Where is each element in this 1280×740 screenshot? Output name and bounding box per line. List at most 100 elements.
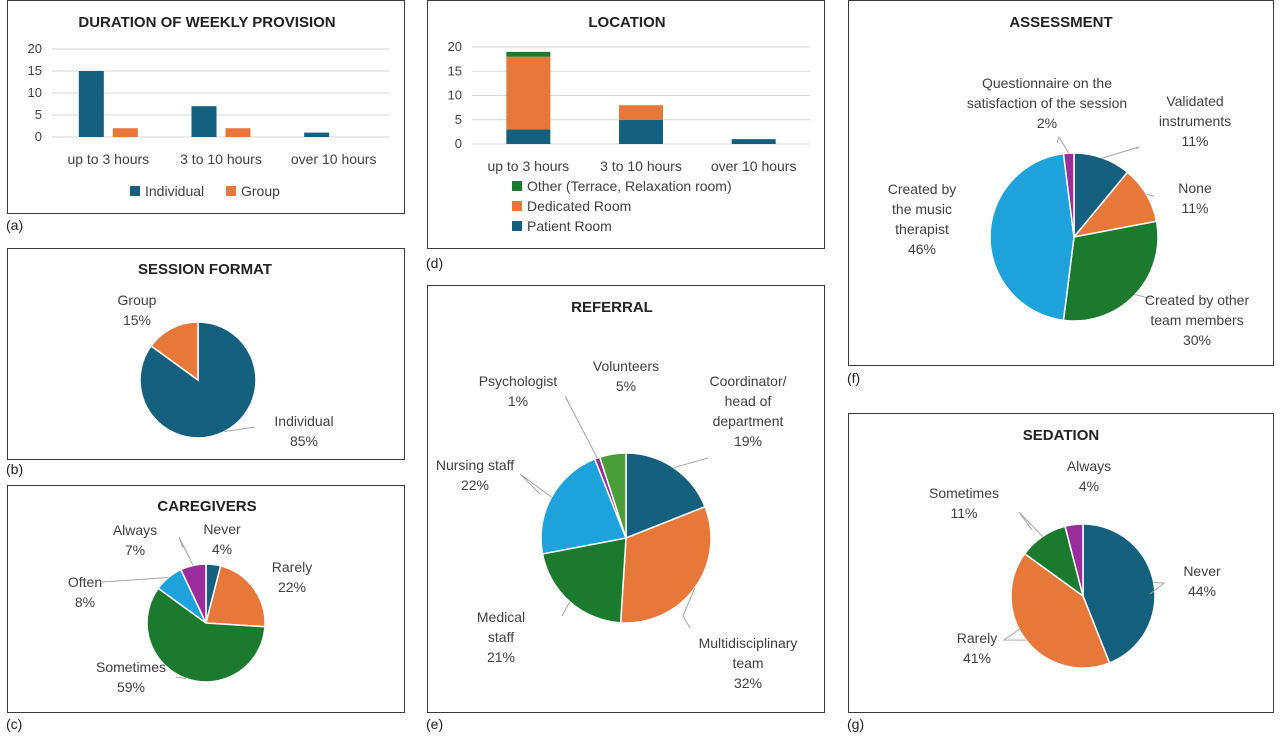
slice-percent-label: 44% xyxy=(1188,583,1216,599)
slice-percent-label: 32% xyxy=(734,675,762,691)
y-tick-label: 5 xyxy=(455,112,462,127)
referral-pie: REFERRAL Coordinator/head of department 19%… xyxy=(436,299,798,691)
legend-label: Group xyxy=(241,183,280,199)
slice-percent-label: 41% xyxy=(963,650,991,666)
slice-percent-label: 7% xyxy=(125,542,145,558)
slice-label: Validated xyxy=(1166,93,1223,109)
chart-panel-session-format: SESSION FORMAT Individual 85% Group 15% xyxy=(7,248,405,460)
pie-slice xyxy=(150,321,199,382)
location-stacked-bar-chart: LOCATION 0 5 10 15 20 up to 3 hours 3 to 10 hou… xyxy=(448,14,810,234)
pie-slice xyxy=(989,152,1075,322)
leader-line xyxy=(101,577,169,583)
slice-label: Always xyxy=(1067,458,1111,474)
sedation-pie: SEDATION Never 44% Rarely 41% Sometimes 11% Alw… xyxy=(929,427,1221,669)
slice-label: staff xyxy=(488,629,514,645)
slice-label: Sometimes xyxy=(96,659,166,675)
slice-percent-label: 59% xyxy=(117,679,145,695)
pie-slice xyxy=(540,457,628,555)
slice-label: instruments xyxy=(1159,113,1231,129)
slice-percent-label: 15% xyxy=(123,312,151,328)
x-tick-label: 3 to 10 hours xyxy=(600,158,682,174)
leader-line xyxy=(224,426,256,433)
slice-label: Sometimes xyxy=(929,485,999,501)
leader-line xyxy=(561,601,571,617)
chart-panel-duration: DURATION OF WEEKLY PROVISION 0 5 10 15 20 up t… xyxy=(7,0,405,214)
y-tick-label: 10 xyxy=(448,88,462,103)
legend-label: Patient Room xyxy=(527,218,612,234)
panel-label-e: (e) xyxy=(426,716,444,732)
y-tick-label: 20 xyxy=(28,41,42,56)
leader-line xyxy=(519,473,552,498)
y-tick-label: 20 xyxy=(448,39,462,54)
bar xyxy=(304,132,330,137)
slice-label: Often xyxy=(68,574,102,590)
y-tick-label: 15 xyxy=(28,63,42,78)
bar xyxy=(619,119,663,144)
bar xyxy=(506,51,551,57)
caregivers-pie: CAREGIVERS Never 4% Rarely 22% Sometimes 59% Of… xyxy=(68,498,312,695)
leader-line xyxy=(1056,135,1070,154)
chart-panel-assessment: ASSESSMENT Validated instruments 11% None 11%… xyxy=(848,0,1274,366)
chart-title: SESSION FORMAT xyxy=(138,261,272,278)
slice-percent-label: 22% xyxy=(461,477,489,493)
slice-percent-label: 4% xyxy=(212,541,232,557)
bar xyxy=(506,56,551,130)
leader-line xyxy=(1146,193,1155,197)
x-tick-label: up to 3 hours xyxy=(67,151,149,167)
pie-slice xyxy=(179,563,207,624)
legend-swatch xyxy=(512,221,522,231)
chart-panel-location: LOCATION 0 5 10 15 20 up to 3 hours 3 to 10 hou… xyxy=(427,0,825,249)
y-tick-label: 15 xyxy=(448,63,462,78)
y-tick-label: 5 xyxy=(35,107,42,122)
slice-label: Coordinator/ xyxy=(709,373,786,389)
slice-percent-label: 11% xyxy=(1182,133,1209,149)
slice-percent-label: 85% xyxy=(290,433,318,449)
bar xyxy=(225,128,251,137)
bar xyxy=(506,129,551,144)
pie-slice xyxy=(1064,523,1084,597)
panel-label-g: (g) xyxy=(847,716,865,732)
leader-line xyxy=(673,457,709,469)
x-tick-label: over 10 hours xyxy=(711,158,797,174)
bar xyxy=(619,105,663,120)
pie-slice xyxy=(146,587,266,683)
slice-percent-label: 22% xyxy=(278,579,306,595)
slice-label: Psychologist xyxy=(479,373,558,389)
slice-label: department xyxy=(713,413,784,429)
assessment-pie: ASSESSMENT Validated instruments 11% None 11%… xyxy=(888,14,1250,348)
leader-line xyxy=(1018,511,1043,537)
bar xyxy=(731,139,776,144)
slice-label: Created by xyxy=(888,181,956,197)
pie-slice xyxy=(625,452,707,540)
slice-label: satisfaction of the session xyxy=(967,95,1127,111)
chart-title: CAREGIVERS xyxy=(157,498,256,515)
panel-label-c: (c) xyxy=(6,716,23,732)
pie-slice xyxy=(1082,523,1156,664)
slice-label: Rarely xyxy=(272,559,312,575)
slice-label: Created by other xyxy=(1145,292,1250,308)
leader-line xyxy=(175,676,187,680)
chart-title: DURATION OF WEEKLY PROVISION xyxy=(78,14,335,31)
panel-label-b: (b) xyxy=(6,461,24,477)
slice-label: Group xyxy=(118,292,157,308)
slice-percent-label: 21% xyxy=(487,649,515,665)
leader-line xyxy=(682,587,696,629)
bar xyxy=(191,106,217,137)
duration-bar-chart: DURATION OF WEEKLY PROVISION 0 5 10 15 20 up t… xyxy=(28,14,390,199)
slice-percent-label: 46% xyxy=(908,241,936,257)
slice-label: Always xyxy=(113,522,157,538)
chart-title: LOCATION xyxy=(588,14,665,31)
pie-slice xyxy=(1010,552,1111,669)
slice-percent-label: 11% xyxy=(951,505,978,521)
chart-title: ASSESSMENT xyxy=(1009,14,1112,31)
slice-label: Medical xyxy=(477,609,525,625)
y-tick-label: 0 xyxy=(455,136,462,151)
chart-panel-referral: REFERRAL Coordinator/head of department 19%… xyxy=(427,285,825,713)
leader-line xyxy=(1135,294,1153,300)
bar xyxy=(112,128,138,137)
x-tick-label: up to 3 hours xyxy=(487,158,569,174)
leader-line xyxy=(178,536,194,566)
chart-title: SEDATION xyxy=(1023,427,1099,444)
pie-slice xyxy=(1062,220,1159,322)
slice-label: Multidisciplinary xyxy=(699,635,798,651)
